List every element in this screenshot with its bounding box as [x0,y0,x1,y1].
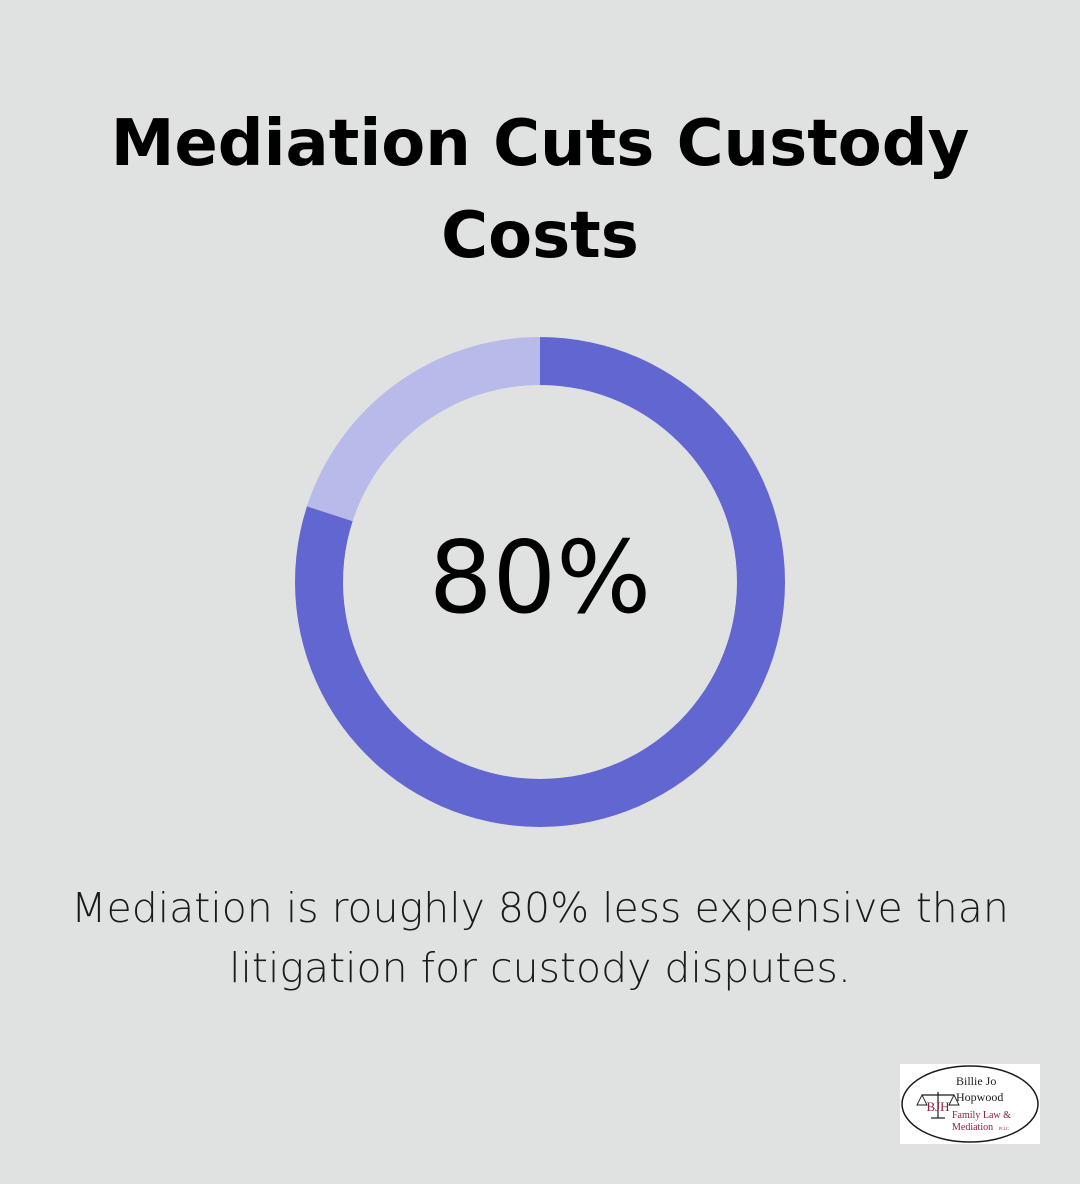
logo-line-3: Family Law & [952,1110,1011,1121]
logo-oval [901,1065,1039,1143]
logo-monogram: BJH [926,1099,949,1114]
chart-title: Mediation Cuts Custody Costs [110,107,970,273]
logo-graphic: BJH Billie Jo Hopwood Family Law & Media… [901,1065,1039,1143]
logo-line-2: Hopwood [956,1090,1003,1104]
donut-slices [294,337,785,827]
firm-logo: BJH Billie Jo Hopwood Family Law & Media… [900,1064,1040,1144]
donut-slice-2 [306,337,540,522]
logo-line-4: Mediation [952,1122,993,1133]
logo-line-1: Billie Jo [956,1074,996,1088]
logo-suffix: PLLC [999,1126,1009,1131]
center-value: 80% [429,519,651,636]
caption: Mediation is roughly 80% less expensive … [71,884,1009,992]
scales-icon [916,1092,960,1119]
